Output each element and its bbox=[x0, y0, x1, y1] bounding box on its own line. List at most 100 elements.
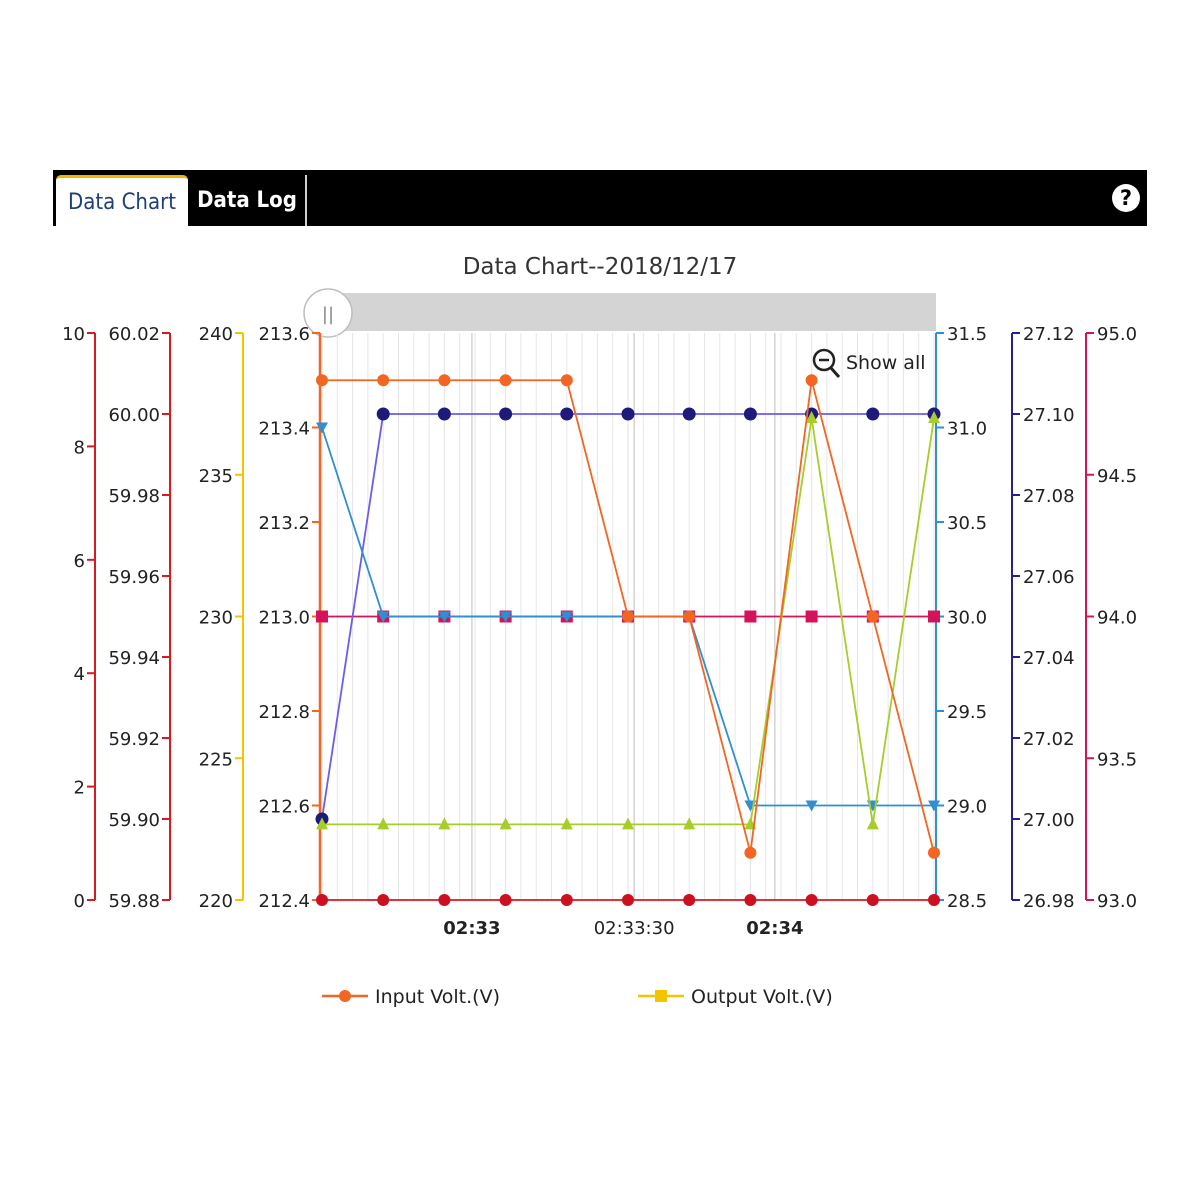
point-output bbox=[499, 817, 512, 830]
left-tick-label: 59.94 bbox=[108, 648, 160, 669]
chart-area: Data Chart--2018/12/17 || 02:33 02:33:30 02:… bbox=[0, 226, 1200, 1046]
point-s6 bbox=[805, 894, 818, 906]
point-input bbox=[316, 374, 328, 387]
x-tick-label: 02:34 bbox=[746, 918, 803, 939]
right-tick-label: 94.5 bbox=[1097, 466, 1137, 487]
point-output bbox=[316, 817, 328, 830]
point-s4 bbox=[499, 407, 513, 421]
show-all-button[interactable]: Show all bbox=[846, 352, 926, 374]
legend-marker bbox=[655, 990, 667, 1002]
point-s6 bbox=[928, 894, 940, 906]
right-tick-label: 30.5 bbox=[947, 513, 987, 534]
chart-title: Data Chart--2018/12/17 bbox=[463, 254, 738, 280]
point-output bbox=[805, 411, 818, 424]
point-output bbox=[683, 817, 696, 830]
point-s6 bbox=[438, 894, 451, 906]
left-tick-label: 6 bbox=[74, 551, 85, 572]
point-input bbox=[744, 846, 757, 859]
point-s4 bbox=[437, 407, 451, 421]
scrollbar-grip: || bbox=[322, 304, 334, 325]
point-s6 bbox=[683, 894, 696, 906]
point-input bbox=[805, 374, 818, 387]
point-s5 bbox=[805, 610, 818, 623]
left-tick-label: 220 bbox=[199, 891, 233, 912]
point-s4 bbox=[621, 407, 635, 421]
point-output bbox=[438, 817, 451, 830]
left-tick-label: 212.4 bbox=[258, 891, 310, 912]
right-tick-label: 27.12 bbox=[1023, 324, 1075, 345]
legend-marker bbox=[339, 990, 351, 1002]
point-s5 bbox=[928, 610, 940, 623]
point-output bbox=[928, 411, 940, 424]
right-tick-label: 27.10 bbox=[1023, 405, 1075, 426]
left-tick-label: 230 bbox=[199, 608, 233, 629]
left-tick-label: 213.0 bbox=[258, 608, 310, 629]
point-input bbox=[866, 610, 879, 623]
point-s6 bbox=[499, 894, 512, 906]
point-s6 bbox=[622, 894, 634, 906]
point-s3 bbox=[499, 611, 512, 623]
point-input bbox=[499, 374, 512, 387]
right-tick-label: 27.02 bbox=[1023, 729, 1075, 750]
x-tick-label: 02:33:30 bbox=[594, 918, 675, 939]
point-s3 bbox=[316, 422, 328, 434]
left-tick-label: 0 bbox=[74, 891, 85, 912]
left-tick-label: 235 bbox=[199, 466, 233, 487]
zoom-scrollbar[interactable] bbox=[330, 293, 936, 331]
point-input bbox=[438, 374, 451, 387]
left-tick-label: 213.4 bbox=[258, 419, 310, 440]
point-output bbox=[377, 817, 390, 830]
right-tick-label: 93.5 bbox=[1097, 749, 1137, 770]
right-tick-label: 95.0 bbox=[1097, 324, 1137, 345]
point-s3 bbox=[438, 611, 451, 623]
left-tick-label: 213.2 bbox=[258, 513, 310, 534]
right-tick-label: 29.5 bbox=[947, 702, 987, 723]
point-s3 bbox=[377, 611, 390, 623]
data-chart: Data Chart--2018/12/17 || 02:33 02:33:30 02:… bbox=[62, 254, 1137, 1008]
left-tick-label: 59.92 bbox=[108, 729, 160, 750]
point-s6 bbox=[560, 894, 573, 906]
tab-separator bbox=[305, 175, 307, 226]
point-s5 bbox=[744, 610, 757, 623]
point-s6 bbox=[866, 894, 879, 906]
right-tick-label: 30.0 bbox=[947, 608, 987, 629]
left-tick-label: 212.8 bbox=[258, 702, 310, 723]
right-tick-label: 29.0 bbox=[947, 797, 987, 818]
right-tick-label: 28.5 bbox=[947, 891, 987, 912]
help-icon[interactable]: ? bbox=[1112, 184, 1140, 212]
left-tick-label: 60.00 bbox=[108, 405, 160, 426]
point-s4 bbox=[743, 407, 757, 421]
point-s6 bbox=[316, 894, 328, 906]
left-tick-label: 4 bbox=[74, 664, 85, 685]
right-tick-label: 26.98 bbox=[1023, 891, 1075, 912]
left-tick-label: 59.96 bbox=[108, 567, 160, 588]
left-tick-label: 225 bbox=[199, 749, 233, 770]
point-s6 bbox=[377, 894, 390, 906]
point-input bbox=[622, 610, 634, 623]
left-tick-label: 240 bbox=[199, 324, 233, 345]
left-tick-label: 212.6 bbox=[258, 797, 310, 818]
left-tick-label: 59.90 bbox=[108, 810, 160, 831]
point-output bbox=[622, 817, 634, 830]
right-tick-label: 93.0 bbox=[1097, 891, 1137, 912]
tab-data-log[interactable]: Data Log bbox=[197, 188, 297, 213]
point-input bbox=[560, 374, 573, 387]
left-tick-label: 10 bbox=[62, 324, 85, 345]
right-tick-label: 27.08 bbox=[1023, 486, 1075, 507]
scrollbar-handle[interactable] bbox=[303, 288, 353, 338]
left-tick-label: 59.88 bbox=[108, 891, 160, 912]
tab-data-chart[interactable]: Data Chart bbox=[56, 175, 188, 226]
left-tick-label: 213.6 bbox=[258, 324, 310, 345]
legend-label[interactable]: Output Volt.(V) bbox=[691, 986, 833, 1008]
point-input bbox=[683, 610, 696, 623]
point-s4 bbox=[866, 407, 880, 421]
left-tick-label: 2 bbox=[74, 778, 85, 799]
point-input bbox=[377, 374, 390, 387]
point-s4 bbox=[560, 407, 574, 421]
legend-label[interactable]: Input Volt.(V) bbox=[375, 986, 500, 1008]
point-s6 bbox=[744, 894, 757, 906]
right-tick-label: 27.06 bbox=[1023, 567, 1075, 588]
right-tick-label: 27.00 bbox=[1023, 810, 1075, 831]
point-output bbox=[560, 817, 573, 830]
left-tick-label: 8 bbox=[74, 437, 85, 458]
